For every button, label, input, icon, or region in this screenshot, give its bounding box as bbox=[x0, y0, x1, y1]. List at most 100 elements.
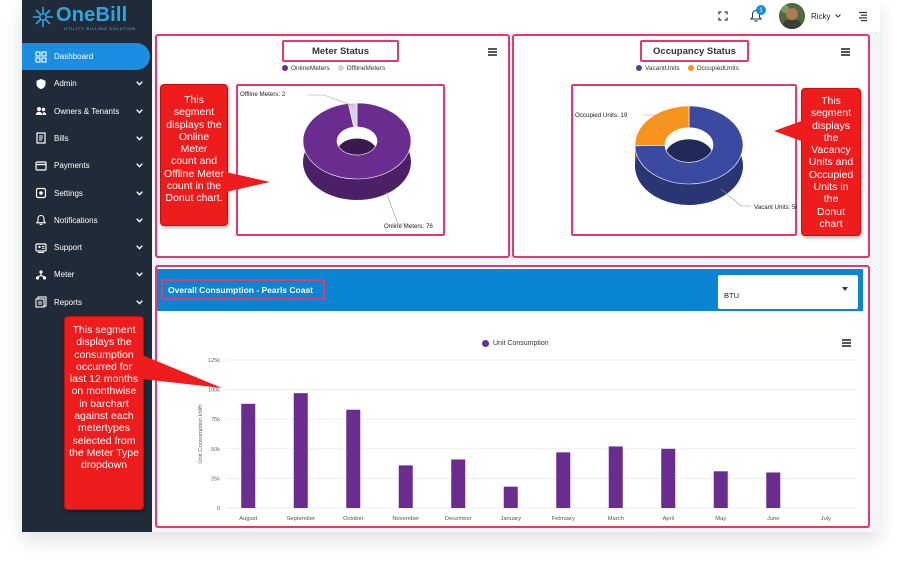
sidebar-item-settings[interactable]: Settings bbox=[22, 180, 152, 207]
shield-icon bbox=[30, 78, 52, 90]
legend-label: OfflineMeters bbox=[346, 65, 386, 72]
menu-toggle-icon[interactable] bbox=[857, 9, 869, 23]
callout-line: This bbox=[184, 94, 204, 106]
onebill-logo[interactable]: OneBill UTILITY BILLING SOLUTION bbox=[32, 4, 147, 36]
occupancy-title-highlight bbox=[640, 40, 749, 62]
consumption-menu-icon[interactable] bbox=[842, 339, 851, 347]
bar-january[interactable] bbox=[503, 486, 518, 508]
bar-october[interactable] bbox=[346, 409, 361, 508]
occupancy-callout: This segment displays the Vacancy Units and Oc… bbox=[801, 88, 861, 236]
user-avatar[interactable] bbox=[779, 3, 805, 29]
x-tick-label: December bbox=[445, 516, 472, 522]
occupancy-menu-icon[interactable] bbox=[841, 48, 850, 56]
y-tick-label: 0 bbox=[217, 506, 220, 512]
x-tick-label: April bbox=[662, 516, 674, 522]
sidebar-item-owners-tenants[interactable]: Owners & Tenants bbox=[22, 98, 152, 125]
sidebar-item-support[interactable]: Support bbox=[22, 234, 152, 261]
chevron-down-icon bbox=[132, 163, 146, 168]
y-tick-label: 100k bbox=[208, 388, 220, 394]
callout-line: the bbox=[823, 131, 839, 144]
x-tick-label: January bbox=[500, 516, 521, 522]
sidebar-item-notifications[interactable]: Notifications bbox=[22, 207, 152, 234]
consumption-bar-chart: 0 25k 50k 75k 100k 125k Unit Consumption kWh Au… bbox=[198, 358, 856, 522]
sidebar-item-dashboard[interactable]: Dashboard bbox=[22, 43, 150, 70]
chevron-down-icon bbox=[132, 190, 146, 196]
legend-offline-meters[interactable]: OfflineMeters bbox=[337, 65, 386, 72]
callout-line: Vacancy bbox=[811, 144, 851, 157]
bar-april[interactable] bbox=[661, 448, 676, 508]
bar-june[interactable] bbox=[766, 472, 781, 508]
legend-dot bbox=[337, 65, 344, 72]
callout-line: Donut chart. bbox=[165, 192, 223, 205]
occupancy-legend: VacantUnits OccupiedUnits bbox=[636, 65, 766, 72]
offline-meters-slice[interactable] bbox=[347, 102, 358, 128]
sidebar-item-label: Dashboard bbox=[54, 52, 94, 61]
meter-icon bbox=[30, 269, 52, 281]
offline-meters-label: Offline Meters: 2 bbox=[240, 91, 286, 98]
user-menu[interactable]: Ricky bbox=[811, 9, 841, 23]
bar-december[interactable] bbox=[451, 459, 466, 508]
sidebar-item-bills[interactable]: Bills bbox=[22, 125, 152, 152]
sidebar-item-label: Meter bbox=[54, 270, 75, 280]
callout-line: count in the bbox=[166, 180, 222, 193]
meter-status-callout: This segment displays the Online Meter count… bbox=[160, 84, 228, 226]
y-tick-label: 25k bbox=[211, 476, 220, 482]
notification-button[interactable]: 1 bbox=[746, 5, 766, 26]
consumption-title-highlight bbox=[161, 279, 325, 300]
sidebar-item-admin[interactable]: Admin bbox=[22, 70, 152, 97]
x-tick-label: June bbox=[767, 516, 780, 522]
fullscreen-icon[interactable] bbox=[716, 9, 730, 23]
sidebar: OneBill UTILITY BILLING SOLUTION Dashboa… bbox=[22, 0, 152, 532]
callout-line: segment bbox=[810, 107, 852, 120]
meter-type-select[interactable]: BTU bbox=[718, 275, 858, 309]
bar-march[interactable] bbox=[608, 446, 623, 508]
bar-february[interactable] bbox=[556, 452, 571, 508]
callout-line: Units in the bbox=[813, 181, 849, 206]
sidebar-item-label: Bills bbox=[54, 133, 69, 143]
vacant-units-label: Vacant Units: 56 bbox=[754, 204, 797, 211]
occupied-units-slice[interactable] bbox=[634, 105, 690, 147]
reports-icon bbox=[30, 296, 52, 308]
x-tick-label: November bbox=[392, 516, 419, 522]
meter-status-legend: OnlineMeters OfflineMeters bbox=[282, 65, 412, 72]
bar-november[interactable] bbox=[398, 465, 413, 508]
legend-occupied-units[interactable]: OccupiedUnits bbox=[687, 65, 739, 72]
y-axis-label: Unit Consumption kWh bbox=[198, 404, 204, 463]
sidebar-item-reports[interactable]: Reports bbox=[22, 289, 152, 316]
callout-arrow-icon bbox=[774, 120, 804, 142]
meter-type-value: BTU bbox=[724, 291, 739, 300]
callout-arrow-icon bbox=[142, 355, 222, 388]
chevron-down-icon bbox=[132, 108, 146, 114]
callout-line: count and bbox=[170, 155, 218, 168]
users-icon bbox=[30, 105, 52, 117]
callout-line: consumption bbox=[74, 348, 134, 361]
occupancy-donut-highlight bbox=[571, 84, 797, 236]
vacant-units-slice[interactable] bbox=[634, 105, 744, 185]
sidebar-item-label: Owners & Tenants bbox=[54, 106, 120, 116]
callout-line: metertypes bbox=[78, 422, 130, 435]
online-leader-line bbox=[385, 191, 408, 225]
sidebar-item-label: Admin bbox=[54, 79, 77, 89]
y-tick-label: 75k bbox=[211, 417, 220, 423]
bar-august[interactable] bbox=[241, 403, 256, 508]
logo-star-icon bbox=[33, 7, 53, 27]
bill-icon bbox=[30, 132, 52, 144]
meter-status-menu-icon[interactable] bbox=[488, 48, 497, 56]
bar-may[interactable] bbox=[713, 471, 728, 508]
sidebar-item-label: Settings bbox=[54, 188, 83, 198]
occupancy-status-title: Occupancy Status bbox=[653, 46, 736, 57]
sidebar-item-meter[interactable]: Meter bbox=[22, 261, 152, 288]
callout-line: Offline Meter bbox=[164, 167, 224, 180]
app-window: OneBill UTILITY BILLING SOLUTION Dashboa… bbox=[22, 0, 880, 532]
legend-online-meters[interactable]: OnlineMeters bbox=[282, 65, 330, 72]
bar-september[interactable] bbox=[293, 393, 308, 508]
callout-line: displays the bbox=[166, 118, 222, 131]
consumption-legend[interactable]: Unit Consumption bbox=[482, 340, 549, 347]
legend-vacant-units[interactable]: VacantUnits bbox=[636, 65, 680, 72]
offline-leader-line bbox=[308, 94, 355, 107]
sidebar-item-payments[interactable]: Payments bbox=[22, 152, 152, 179]
callout-line: This segment bbox=[72, 324, 136, 336]
online-meters-slice[interactable] bbox=[302, 102, 412, 180]
callout-line: occurred for bbox=[75, 360, 133, 373]
